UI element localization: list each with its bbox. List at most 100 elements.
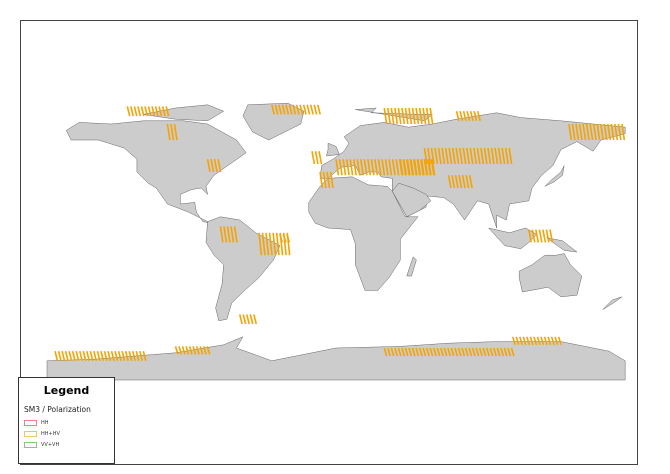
coverage-swath bbox=[286, 234, 291, 243]
coverage-swath bbox=[480, 147, 485, 165]
coverage-swath bbox=[279, 234, 284, 243]
coverage-swath bbox=[206, 346, 211, 355]
coverage-swath bbox=[430, 147, 435, 165]
coverage-swath bbox=[422, 107, 427, 125]
map-frame bbox=[20, 20, 638, 465]
coverage-swath bbox=[121, 351, 126, 361]
coverage-swath bbox=[131, 351, 136, 361]
coverage-swath bbox=[403, 159, 408, 176]
coverage-swath bbox=[542, 229, 547, 243]
coverage-swath bbox=[387, 107, 391, 125]
coverage-swath bbox=[507, 347, 512, 357]
coverage-swath bbox=[314, 151, 319, 165]
coverage-swath bbox=[501, 147, 506, 165]
coverage-swath bbox=[89, 351, 94, 361]
coverage-swath bbox=[420, 159, 425, 176]
coverage-swath bbox=[461, 347, 466, 357]
coverage-swath bbox=[370, 159, 375, 176]
coverage-swath bbox=[233, 226, 238, 243]
coverage-swath bbox=[161, 106, 166, 117]
coverage-swath bbox=[455, 111, 460, 121]
coverage-swath bbox=[158, 106, 163, 117]
coverage-swath bbox=[404, 347, 409, 357]
coverage-swath bbox=[529, 336, 534, 346]
coverage-swath bbox=[93, 351, 98, 361]
uk bbox=[326, 142, 340, 157]
coverage-swath bbox=[383, 347, 388, 357]
coverage-swath bbox=[181, 346, 186, 355]
coverage-swath bbox=[133, 106, 138, 117]
coverage-swath bbox=[454, 175, 459, 189]
coverage-swath bbox=[219, 226, 224, 243]
coverage-swath bbox=[487, 147, 492, 165]
coverage-swath bbox=[166, 123, 171, 141]
coverage-swath bbox=[395, 159, 400, 176]
legend-label: HH bbox=[41, 419, 49, 426]
legend-title: Legend bbox=[43, 384, 90, 397]
coverage-swath bbox=[483, 147, 488, 165]
coverage-swath bbox=[103, 351, 108, 361]
coverage-swath bbox=[397, 347, 402, 357]
coverage-swath bbox=[457, 347, 462, 357]
coverage-swath bbox=[543, 336, 548, 346]
coverage-swath bbox=[100, 351, 105, 361]
coverage-swath bbox=[139, 351, 144, 361]
coverage-swath bbox=[415, 107, 420, 125]
coverage-swath bbox=[411, 347, 416, 357]
coverage-swath bbox=[450, 347, 455, 357]
coverage-swath bbox=[117, 351, 122, 361]
coverage-swath bbox=[140, 106, 145, 117]
coverage-swath bbox=[610, 123, 615, 141]
coverage-swath bbox=[489, 347, 494, 357]
coverage-swath bbox=[473, 111, 478, 121]
coverage-swath bbox=[352, 159, 357, 176]
coverage-swath bbox=[603, 123, 608, 141]
coverage-swath bbox=[540, 336, 545, 346]
legend-item-hh-hv: HH+HV bbox=[24, 428, 114, 439]
coverage-swath bbox=[387, 347, 391, 357]
coverage-swath bbox=[614, 123, 619, 141]
coverage-swath bbox=[519, 336, 523, 346]
coverage-swath bbox=[465, 175, 470, 189]
coverage-swath bbox=[360, 159, 365, 176]
coverage-swath bbox=[64, 351, 69, 361]
coverage-swath bbox=[188, 346, 193, 355]
coverage-swath bbox=[411, 107, 416, 125]
coverage-swath bbox=[607, 123, 612, 141]
coverage-swath bbox=[249, 314, 254, 325]
coverage-swath bbox=[425, 107, 430, 125]
legend-swatch-hh-hv bbox=[24, 430, 37, 437]
coverage-swath bbox=[272, 232, 277, 256]
madagascar bbox=[406, 256, 417, 277]
coverage-swath bbox=[461, 175, 466, 189]
coverage-swath bbox=[404, 107, 409, 125]
coverage-swath bbox=[282, 234, 287, 243]
coverage-swath bbox=[423, 147, 428, 165]
coverage-swath bbox=[345, 159, 350, 176]
coverage-swath bbox=[462, 147, 467, 165]
coverage-swath bbox=[124, 351, 129, 361]
coverage-swath bbox=[503, 347, 508, 357]
coverage-swath bbox=[388, 159, 393, 176]
coverage-swath bbox=[545, 229, 550, 243]
coverage-swath bbox=[68, 351, 73, 361]
coverage-swath bbox=[515, 336, 520, 346]
coverage-swath bbox=[213, 159, 218, 173]
coverage-swath bbox=[165, 106, 170, 117]
coverage-swath bbox=[295, 104, 300, 115]
africa bbox=[308, 176, 419, 291]
coverage-swath bbox=[471, 347, 476, 357]
coverage-swath bbox=[288, 104, 293, 115]
coverage-swath bbox=[510, 347, 515, 357]
coverage-swath bbox=[61, 351, 66, 361]
coverage-swath bbox=[422, 347, 427, 357]
coverage-swath bbox=[429, 347, 434, 357]
coverage-swath bbox=[406, 159, 411, 176]
coverage-swath bbox=[431, 159, 436, 176]
coverage-swath bbox=[418, 107, 423, 125]
coverage-swath bbox=[568, 123, 573, 141]
coverage-swath bbox=[496, 347, 501, 357]
coverage-swath bbox=[384, 159, 389, 176]
coverage-swath bbox=[374, 159, 379, 176]
